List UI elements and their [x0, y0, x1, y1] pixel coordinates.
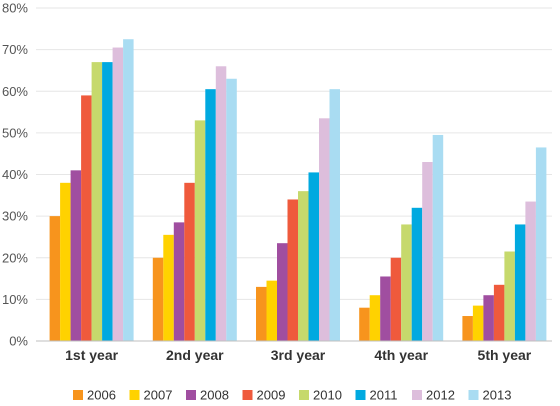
bar-2007-2nd-year: [163, 234, 174, 341]
y-tick-label: 50%: [2, 125, 28, 140]
y-axis-tick-labels: 0% 10% 20% 30% 40% 50% 60% 70% 80%: [2, 1, 28, 349]
legend-swatch: [242, 390, 253, 400]
bar-2011-3rd-year: [308, 172, 319, 341]
legend-swatch: [468, 390, 479, 400]
bar-2013-3rd-year: [329, 89, 340, 341]
y-tick-label: 40%: [2, 167, 28, 182]
bar-2008-5th-year: [483, 295, 494, 341]
x-axis-category-labels: 1st year 2nd year 3rd year 4th year 5th year: [65, 347, 532, 363]
legend-label: 2011: [370, 388, 398, 403]
bar-2013-1st-year: [123, 39, 134, 341]
bar-2009-3rd-year: [287, 199, 298, 341]
bar-2008-2nd-year: [173, 222, 185, 341]
y-tick-label: 70%: [2, 42, 28, 57]
bar-2006-4th-year: [359, 307, 370, 341]
y-tick-label: 0%: [9, 334, 28, 349]
bar-2012-5th-year: [525, 201, 536, 341]
bar-2011-2nd-year: [205, 89, 216, 341]
y-tick-label: 20%: [2, 250, 28, 265]
legend-label: 2007: [144, 388, 173, 403]
legend-swatch: [186, 390, 196, 400]
bar-2013-4th-year: [432, 134, 444, 341]
legend-swatch: [355, 390, 366, 400]
bar-2013-5th-year: [535, 147, 547, 341]
y-tick-label: 30%: [2, 209, 28, 224]
bar-2009-2nd-year: [184, 182, 195, 341]
bar-2006-5th-year: [462, 316, 473, 341]
x-category-label: 5th year: [478, 347, 532, 363]
legend-label: 2013: [483, 388, 512, 403]
x-category-label: 3rd year: [271, 347, 326, 363]
bar-2012-1st-year: [112, 47, 124, 341]
bar-2013-2nd-year: [226, 78, 237, 341]
bar-2008-3rd-year: [277, 243, 288, 341]
bar-2008-4th-year: [380, 276, 391, 341]
bar-2011-5th-year: [514, 224, 526, 341]
bar-2008-1st-year: [70, 170, 82, 341]
bar-2010-1st-year: [91, 62, 103, 342]
legend-label: 2009: [257, 388, 286, 403]
bar-2009-1st-year: [81, 95, 92, 341]
bar-2007-1st-year: [60, 182, 71, 341]
bar-2010-4th-year: [401, 224, 412, 341]
legend-swatch: [129, 390, 140, 400]
x-category-label: 1st year: [65, 347, 118, 363]
bar-2010-3rd-year: [298, 191, 309, 341]
x-category-label: 4th year: [374, 347, 428, 363]
bar-2007-3rd-year: [266, 280, 277, 341]
bar-2006-3rd-year: [256, 286, 267, 341]
legend-label: 2006: [87, 388, 116, 403]
bar-2009-5th-year: [493, 284, 505, 341]
y-tick-label: 60%: [2, 84, 28, 99]
y-tick-label: 80%: [2, 1, 28, 16]
bar-2007-4th-year: [369, 295, 381, 341]
legend-swatch: [73, 390, 83, 400]
legend-label: 2008: [200, 388, 229, 403]
bar-2010-5th-year: [504, 251, 515, 341]
legend-swatch: [299, 390, 309, 400]
bar-2011-4th-year: [411, 207, 423, 341]
legend-label: 2012: [426, 388, 455, 403]
bar-2006-2nd-year: [152, 257, 164, 341]
bars: [49, 39, 547, 342]
bar-2009-4th-year: [390, 257, 402, 341]
legend: 2006 2007 2008 2009 2010 2011 2012 2013: [73, 388, 511, 403]
bar-2006-1st-year: [49, 216, 61, 341]
legend-swatch: [412, 390, 422, 400]
bar-2011-1st-year: [102, 62, 113, 342]
y-tick-label: 10%: [2, 292, 28, 307]
bar-2010-2nd-year: [194, 120, 206, 341]
legend-label: 2010: [313, 388, 342, 403]
x-category-label: 2nd year: [166, 347, 224, 363]
bar-2012-4th-year: [422, 162, 433, 341]
bar-2007-5th-year: [472, 305, 484, 341]
bar-2012-2nd-year: [215, 66, 227, 342]
bar-2012-3rd-year: [319, 118, 330, 342]
